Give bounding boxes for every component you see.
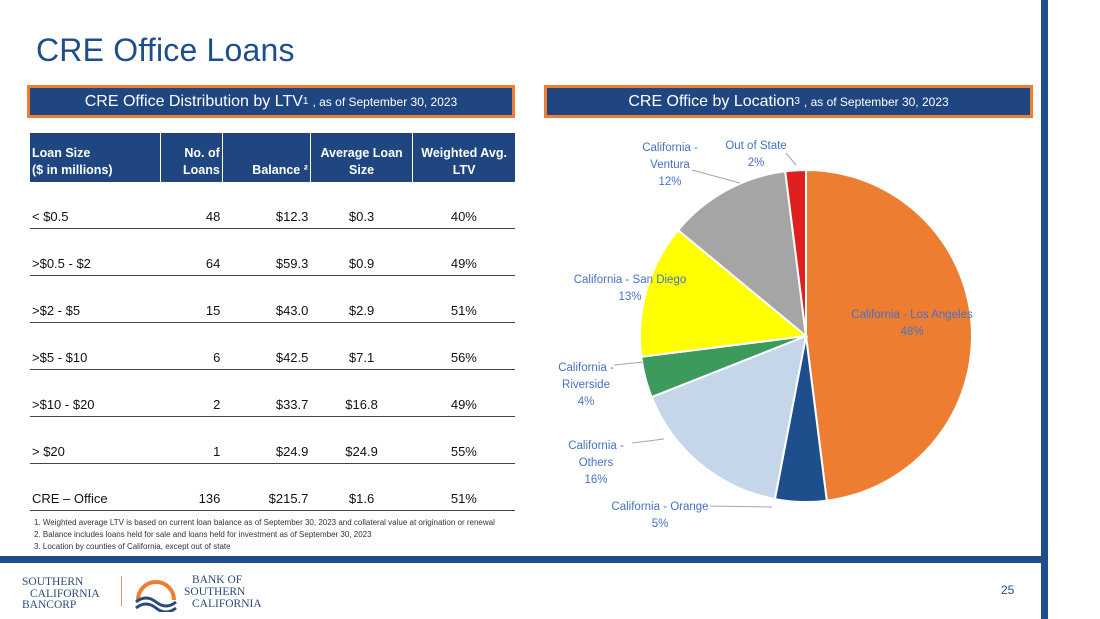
table-header-date: , as of September 30, 2023 bbox=[312, 94, 458, 109]
col-avg-loan-size: Average Loan Size bbox=[310, 133, 414, 182]
pie-slice-out-of-state bbox=[784, 168, 807, 337]
svg-text:SOUTHERN: SOUTHERN bbox=[184, 586, 246, 598]
chart-section-header: CRE Office by Location 3, as of Septembe… bbox=[544, 85, 1033, 118]
svg-text:BANK OF: BANK OF bbox=[192, 574, 242, 586]
bank-of-southern-california-logo: BANK OF SOUTHERN CALIFORNIA bbox=[135, 574, 262, 612]
pie-label-california-san-diego: California - San Diego 13% bbox=[574, 274, 687, 303]
svg-text:SOUTHERN: SOUTHERN bbox=[22, 576, 84, 588]
leader-line bbox=[613, 361, 645, 366]
col-loan-size: Loan Size ($ in millions) bbox=[30, 133, 161, 182]
logo-divider bbox=[121, 576, 122, 606]
col-balance: Balance ² bbox=[222, 133, 311, 182]
pie-label-california-orange: California - Orange 5% bbox=[611, 501, 708, 530]
page-number: 25 bbox=[1001, 583, 1015, 597]
pie-slice-california-san-diego bbox=[639, 228, 809, 358]
leader-line bbox=[785, 152, 797, 166]
page-title: CRE Office Loans bbox=[36, 32, 295, 68]
chart-header-date: , as of September 30, 2023 bbox=[803, 94, 949, 109]
table-section-header: CRE Office Distribution by LTV 1, as of S… bbox=[27, 85, 515, 118]
table-row: < $0.5 48 $12.3 $0.3 40% bbox=[30, 182, 515, 229]
pie-label-california-ventura: California -Ventura 12% bbox=[642, 142, 698, 188]
table-header-main: CRE Office Distribution by LTV bbox=[84, 92, 303, 110]
pie-slice-california-ventura bbox=[676, 170, 808, 339]
footnote-1: 1. Weighted average LTV is based on curr… bbox=[34, 518, 495, 527]
table-header-sup: 1 bbox=[302, 96, 309, 107]
pie-label-california-riverside: California -Riverside 4% bbox=[558, 362, 614, 408]
ltv-distribution-table: Loan Size ($ in millions) No. of Loans Bal… bbox=[30, 133, 515, 511]
table-header-row: Loan Size ($ in millions) No. of Loans Bal… bbox=[30, 133, 515, 182]
leader-line bbox=[631, 438, 665, 444]
sun-wave-icon bbox=[135, 580, 177, 612]
southern-california-bancorp-logo: SOUTHERN CALIFORNIA BANCORP bbox=[22, 576, 100, 610]
chart-header-sup: 3 bbox=[794, 96, 800, 107]
pie-label-california-others: California -Others 16% bbox=[568, 440, 624, 486]
leader-line bbox=[691, 169, 741, 184]
footnote-3: 3. Location by counties of California, e… bbox=[34, 542, 231, 551]
table-row: > $20 1 $24.9 $24.9 55% bbox=[30, 416, 515, 464]
footnotes: 1. Weighted average LTV is based on curr… bbox=[34, 517, 495, 553]
bottom-accent-bar bbox=[0, 556, 1048, 563]
svg-text:BANCORP: BANCORP bbox=[22, 599, 76, 610]
svg-text:CALIFORNIA: CALIFORNIA bbox=[192, 598, 262, 610]
footnote-2: 2. Balance includes loans held for sale … bbox=[34, 530, 372, 539]
table-row: >$5 - $10 6 $42.5 $7.1 56% bbox=[30, 322, 515, 370]
pie-slice-california-los-angeles bbox=[805, 168, 973, 502]
table-row: >$0.5 - $2 64 $59.3 $0.9 49% bbox=[30, 228, 515, 276]
pie-slice-california-others bbox=[650, 334, 808, 501]
table-row: >$2 - $5 15 $43.0 $2.9 51% bbox=[30, 275, 515, 323]
pie-svg: California - Los Angeles 48% California - … bbox=[558, 140, 973, 530]
col-num-loans: No. of Loans bbox=[160, 133, 223, 182]
leader-line bbox=[709, 505, 773, 508]
svg-text:CALIFORNIA: CALIFORNIA bbox=[30, 588, 100, 600]
right-accent-bar bbox=[1041, 0, 1048, 619]
pie-label-california-los-angeles: California - Los Angeles 48% bbox=[851, 309, 973, 338]
col-weighted-ltv: Weighted Avg. LTV bbox=[412, 133, 515, 182]
chart-header-main: CRE Office by Location bbox=[628, 92, 795, 110]
pie-label-out-of-state: Out of State 2% bbox=[725, 140, 786, 169]
table-row-total: CRE – Office 136 $215.7 $1.6 51% bbox=[30, 463, 515, 511]
location-pie-chart: California - Los Angeles 48% California - … bbox=[540, 125, 1040, 545]
table-row: >$10 - $20 2 $33.7 $16.8 49% bbox=[30, 369, 515, 417]
